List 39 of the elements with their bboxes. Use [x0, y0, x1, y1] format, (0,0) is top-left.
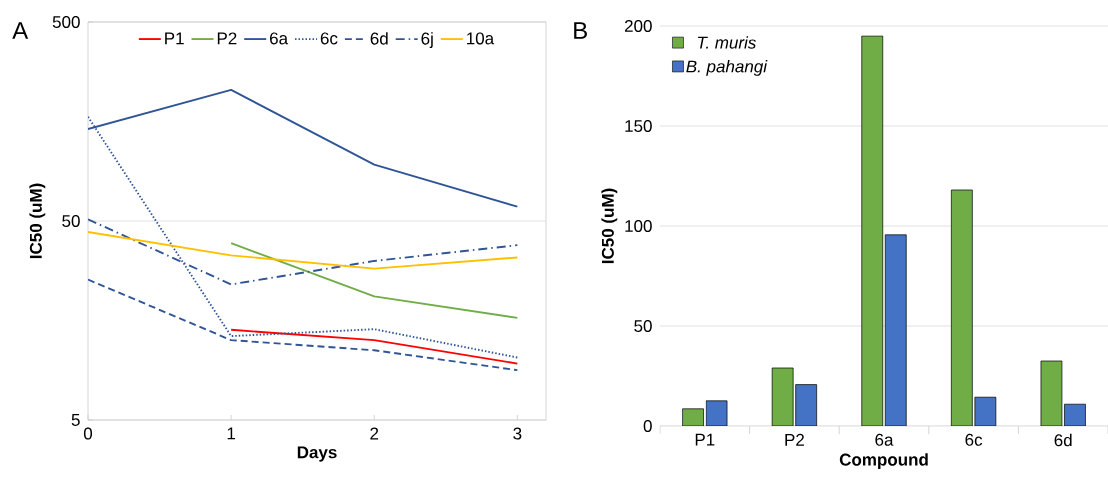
y-tick-label: 50: [634, 319, 652, 333]
y-tick-label: 150: [625, 119, 652, 133]
x-tick-label: P2: [785, 433, 804, 446]
line-series: [88, 231, 519, 270]
line-series: [88, 278, 519, 372]
bar: [1064, 403, 1086, 426]
legend-label: 10a: [467, 32, 495, 45]
bar: [861, 35, 884, 426]
y-tick-label: 200: [624, 19, 652, 33]
y-tick-label: 5: [71, 414, 80, 426]
bar: [884, 234, 907, 426]
y-tick-label: 50: [62, 214, 80, 228]
y-tick-label: 100: [625, 219, 652, 233]
y-axis-title: IC50 (uM): [29, 183, 46, 259]
legend-label: P1: [165, 32, 184, 45]
legend-label: 6d: [370, 32, 388, 45]
legend-label: 6j: [421, 32, 433, 49]
legend-label: B. pahangi: [686, 60, 768, 76]
bar: [771, 367, 794, 426]
x-axis-title: Days: [297, 446, 337, 462]
x-tick-label: 3: [513, 427, 522, 440]
x-tick-label: 6c: [965, 433, 983, 446]
x-tick-label: 6d: [1054, 433, 1072, 447]
bar: [705, 400, 728, 426]
legend-label: T. muris: [698, 36, 756, 49]
x-tick-label: 2: [370, 427, 379, 440]
text: B: [574, 22, 587, 39]
legend-label: 6c: [320, 32, 338, 45]
bar: [951, 189, 973, 426]
x-tick-label: P1: [695, 433, 715, 446]
x-tick-label: 1: [227, 427, 236, 440]
text: A: [12, 22, 29, 39]
legend-label: 6a: [270, 32, 289, 45]
x-axis-title: Compound: [839, 453, 928, 469]
x-tick-label: 6a: [875, 433, 894, 446]
legend-label: P2: [217, 32, 237, 45]
y-tick-label: 500: [52, 15, 80, 29]
y-axis-title: IC50 (uM): [601, 188, 618, 264]
x-tick-label: 0: [83, 427, 93, 440]
